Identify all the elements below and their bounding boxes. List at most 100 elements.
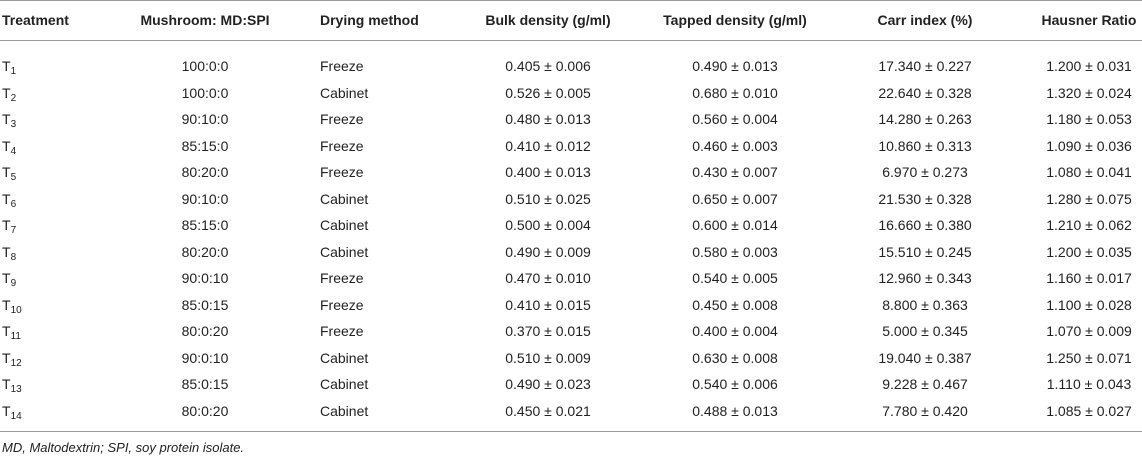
treatment-letter: T [2, 243, 11, 260]
table-cell: 22.640 ± 0.328 [878, 84, 972, 101]
table-cell: 10.860 ± 0.313 [878, 137, 972, 154]
table-cell: 90:0:10 [181, 349, 229, 366]
table-cell: 1.180 ± 0.053 [1046, 111, 1132, 127]
table-cell: 90:10:0 [181, 190, 229, 207]
treatment-letter: T [2, 58, 11, 74]
table-cell: 0.680 ± 0.010 [692, 84, 778, 101]
table-cell: 14.280 ± 0.263 [878, 111, 972, 127]
table-cell: 1.200 ± 0.035 [1046, 243, 1132, 260]
bottom-rule [0, 431, 1142, 432]
header-cell: Treatment [2, 12, 69, 28]
treatment-cell: T11 [2, 321, 120, 342]
table-cell: 1.320 ± 0.024 [1046, 84, 1132, 101]
table-cell: Freeze [320, 58, 364, 74]
header-rule [0, 40, 1142, 41]
table-cell: Cabinet [320, 84, 369, 101]
table-cell: 21.530 ± 0.328 [878, 190, 972, 207]
table-cell: 1.090 ± 0.036 [1046, 137, 1132, 154]
table-cell: 0.560 ± 0.004 [692, 111, 778, 127]
table-cell: 85:15:0 [181, 137, 229, 154]
treatment-number: 10 [10, 304, 22, 316]
table-cell: 0.540 ± 0.005 [692, 270, 778, 286]
treatment-number: 7 [10, 225, 17, 236]
header-cell: Drying method [320, 12, 419, 28]
treatment-number: 9 [10, 278, 17, 289]
table-cell: 0.510 ± 0.025 [505, 190, 591, 207]
table-cell: 0.410 ± 0.012 [505, 137, 591, 154]
table-cell: Cabinet [320, 349, 369, 366]
table-cell: 1.250 ± 0.071 [1046, 349, 1132, 366]
treatment-letter: T [2, 402, 11, 419]
treatment-letter: T [2, 217, 11, 233]
treatment-number: 11 [10, 331, 21, 342]
table-cell: 0.490 ± 0.013 [692, 58, 778, 74]
table-cell: 0.650 ± 0.007 [692, 190, 778, 207]
table-cell: 90:0:10 [181, 270, 229, 286]
footnote: MD, Maltodextrin; SPI, soy protein isola… [2, 440, 245, 455]
table-cell: 0.450 ± 0.021 [505, 402, 591, 419]
table-cell: Freeze [320, 137, 364, 154]
treatment-cell: T7 [2, 215, 120, 236]
header-cell: Tapped density (g/ml) [663, 12, 807, 28]
table-cell: Cabinet [320, 402, 369, 419]
treatment-cell: T14 [2, 401, 120, 422]
table-cell: 1.160 ± 0.017 [1046, 270, 1132, 286]
table-cell: 0.400 ± 0.013 [505, 164, 591, 180]
table-cell: Cabinet [320, 243, 369, 260]
table-cell: 0.460 ± 0.003 [692, 137, 778, 154]
table-cell: 0.400 ± 0.004 [692, 323, 778, 339]
header-cell: Bulk density (g/ml) [485, 12, 611, 28]
treatment-number: 8 [10, 251, 17, 263]
table-cell: Freeze [320, 164, 364, 180]
top-rule [0, 0, 1142, 1]
table-cell: 0.480 ± 0.013 [505, 111, 591, 127]
treatment-letter: T [2, 164, 11, 180]
treatment-cell: T13 [2, 374, 120, 395]
table-cell: 19.040 ± 0.387 [878, 349, 972, 366]
table-cell: 0.580 ± 0.003 [692, 243, 778, 260]
table-cell: 80:20:0 [181, 243, 229, 260]
treatment-cell: T5 [2, 162, 120, 183]
treatment-letter: T [2, 190, 11, 207]
table-cell: Cabinet [320, 217, 369, 233]
treatment-letter: T [2, 323, 11, 339]
table-cell: 1.110 ± 0.043 [1046, 376, 1132, 392]
treatment-number: 6 [10, 198, 17, 210]
table-cell: 1.280 ± 0.075 [1046, 190, 1132, 207]
table-cell: 85:0:15 [181, 376, 229, 392]
treatment-letter: T [2, 296, 11, 313]
table-cell: Freeze [320, 111, 364, 127]
table-cell: 1.070 ± 0.009 [1046, 323, 1132, 339]
treatment-cell: T6 [2, 189, 120, 210]
treatment-letter: T [2, 376, 11, 392]
table-cell: Freeze [320, 296, 364, 313]
table-cell: Freeze [320, 270, 364, 286]
table-cell: 15.510 ± 0.245 [878, 243, 972, 260]
table-cell: 5.000 ± 0.345 [882, 323, 968, 339]
treatment-cell: T4 [2, 136, 120, 157]
treatment-number: 4 [10, 145, 17, 157]
table-cell: 80:0:20 [181, 402, 229, 419]
table-cell: Cabinet [320, 376, 369, 392]
table-cell: 1.210 ± 0.062 [1046, 217, 1132, 233]
treatment-letter: T [2, 137, 11, 154]
table-cell: 100:0:0 [181, 84, 229, 101]
table-cell: 80:0:20 [181, 323, 229, 339]
table-cell: 0.470 ± 0.010 [505, 270, 591, 286]
table-cell: 6.970 ± 0.273 [882, 164, 968, 180]
treatment-number: 1 [10, 66, 17, 77]
table-cell: 90:10:0 [181, 111, 229, 127]
header-cell: Mushroom: MD:SPI [140, 12, 270, 28]
treatment-cell: T2 [2, 83, 120, 104]
table-cell: 7.780 ± 0.420 [882, 402, 968, 419]
table-cell: 85:0:15 [181, 296, 229, 313]
table-cell: 0.410 ± 0.015 [505, 296, 591, 313]
treatment-cell: T3 [2, 109, 120, 130]
table-cell: 0.430 ± 0.007 [692, 164, 778, 180]
treatment-number: 13 [10, 384, 22, 395]
table-cell: 0.500 ± 0.004 [505, 217, 591, 233]
table-cell: 1.085 ± 0.027 [1046, 402, 1132, 419]
table-cell: 0.540 ± 0.006 [692, 376, 778, 392]
treatment-cell: T10 [2, 295, 120, 316]
